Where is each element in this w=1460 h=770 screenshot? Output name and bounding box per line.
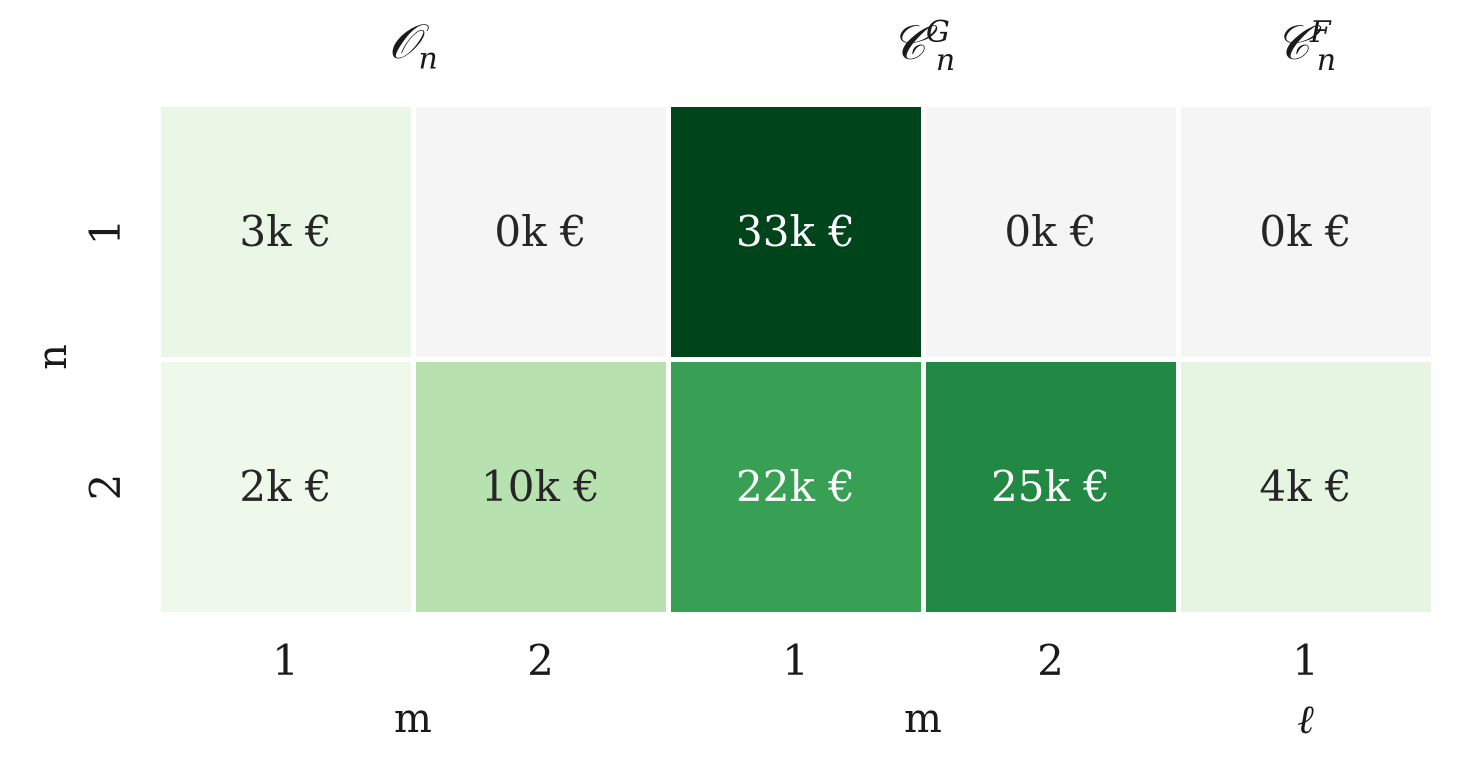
x-tick-label: 1 — [782, 636, 809, 685]
heatmap-cell: 22k € — [670, 361, 921, 612]
group-title-superscript: F — [1309, 15, 1331, 50]
cell-value-label: 0k € — [494, 207, 587, 256]
cell-value-label: 33k € — [736, 207, 855, 256]
group-title-subscript: n — [418, 41, 438, 77]
x-tick-label: 1 — [1292, 636, 1319, 685]
heatmap-cell: 25k € — [925, 361, 1176, 612]
group-title: 𝒞Gn — [823, 18, 1023, 76]
heatmap-cell: 3k € — [160, 106, 411, 357]
group-title-symbol: 𝒞 — [1274, 15, 1310, 71]
cell-value-label: 22k € — [736, 462, 855, 511]
cell-value-label: 0k € — [1004, 207, 1097, 256]
heatmap-cell: 0k € — [415, 106, 666, 357]
y-axis-label: n — [30, 344, 76, 370]
cell-value-label: 3k € — [239, 207, 332, 256]
cell-value-label: 25k € — [991, 462, 1110, 511]
group-title-subscript: n — [935, 42, 956, 78]
cell-value-label: 4k € — [1259, 462, 1352, 511]
x-tick-label: 2 — [1037, 636, 1064, 685]
group-title-symbol: 𝒞 — [890, 15, 926, 71]
group-title-subscript: n — [1316, 42, 1337, 78]
x-axis-label: ℓ — [1297, 697, 1314, 743]
heatmap-cell: 4k € — [1180, 361, 1431, 612]
group-title-symbol: 𝒪 — [388, 14, 419, 70]
x-tick-label: 1 — [272, 636, 299, 685]
heatmap-cell: 0k € — [1180, 106, 1431, 357]
x-axis-label: m — [394, 696, 432, 742]
heatmap-cell: 2k € — [160, 361, 411, 612]
y-tick-label: 2 — [80, 473, 130, 500]
cell-value-label: 0k € — [1259, 207, 1352, 256]
group-title: 𝒞Fn — [1206, 18, 1406, 76]
heatmap-cell: 33k € — [670, 106, 921, 357]
heatmap-cell: 10k € — [415, 361, 666, 612]
cell-value-label: 2k € — [239, 462, 332, 511]
x-tick-label: 2 — [527, 636, 554, 685]
x-axis-label: m — [904, 696, 942, 742]
heatmap-cell: 0k € — [925, 106, 1176, 357]
group-title: 𝒪n — [313, 18, 513, 75]
group-title-superscript: G — [925, 15, 950, 50]
cell-value-label: 10k € — [481, 462, 600, 511]
y-tick-label: 1 — [80, 218, 130, 245]
